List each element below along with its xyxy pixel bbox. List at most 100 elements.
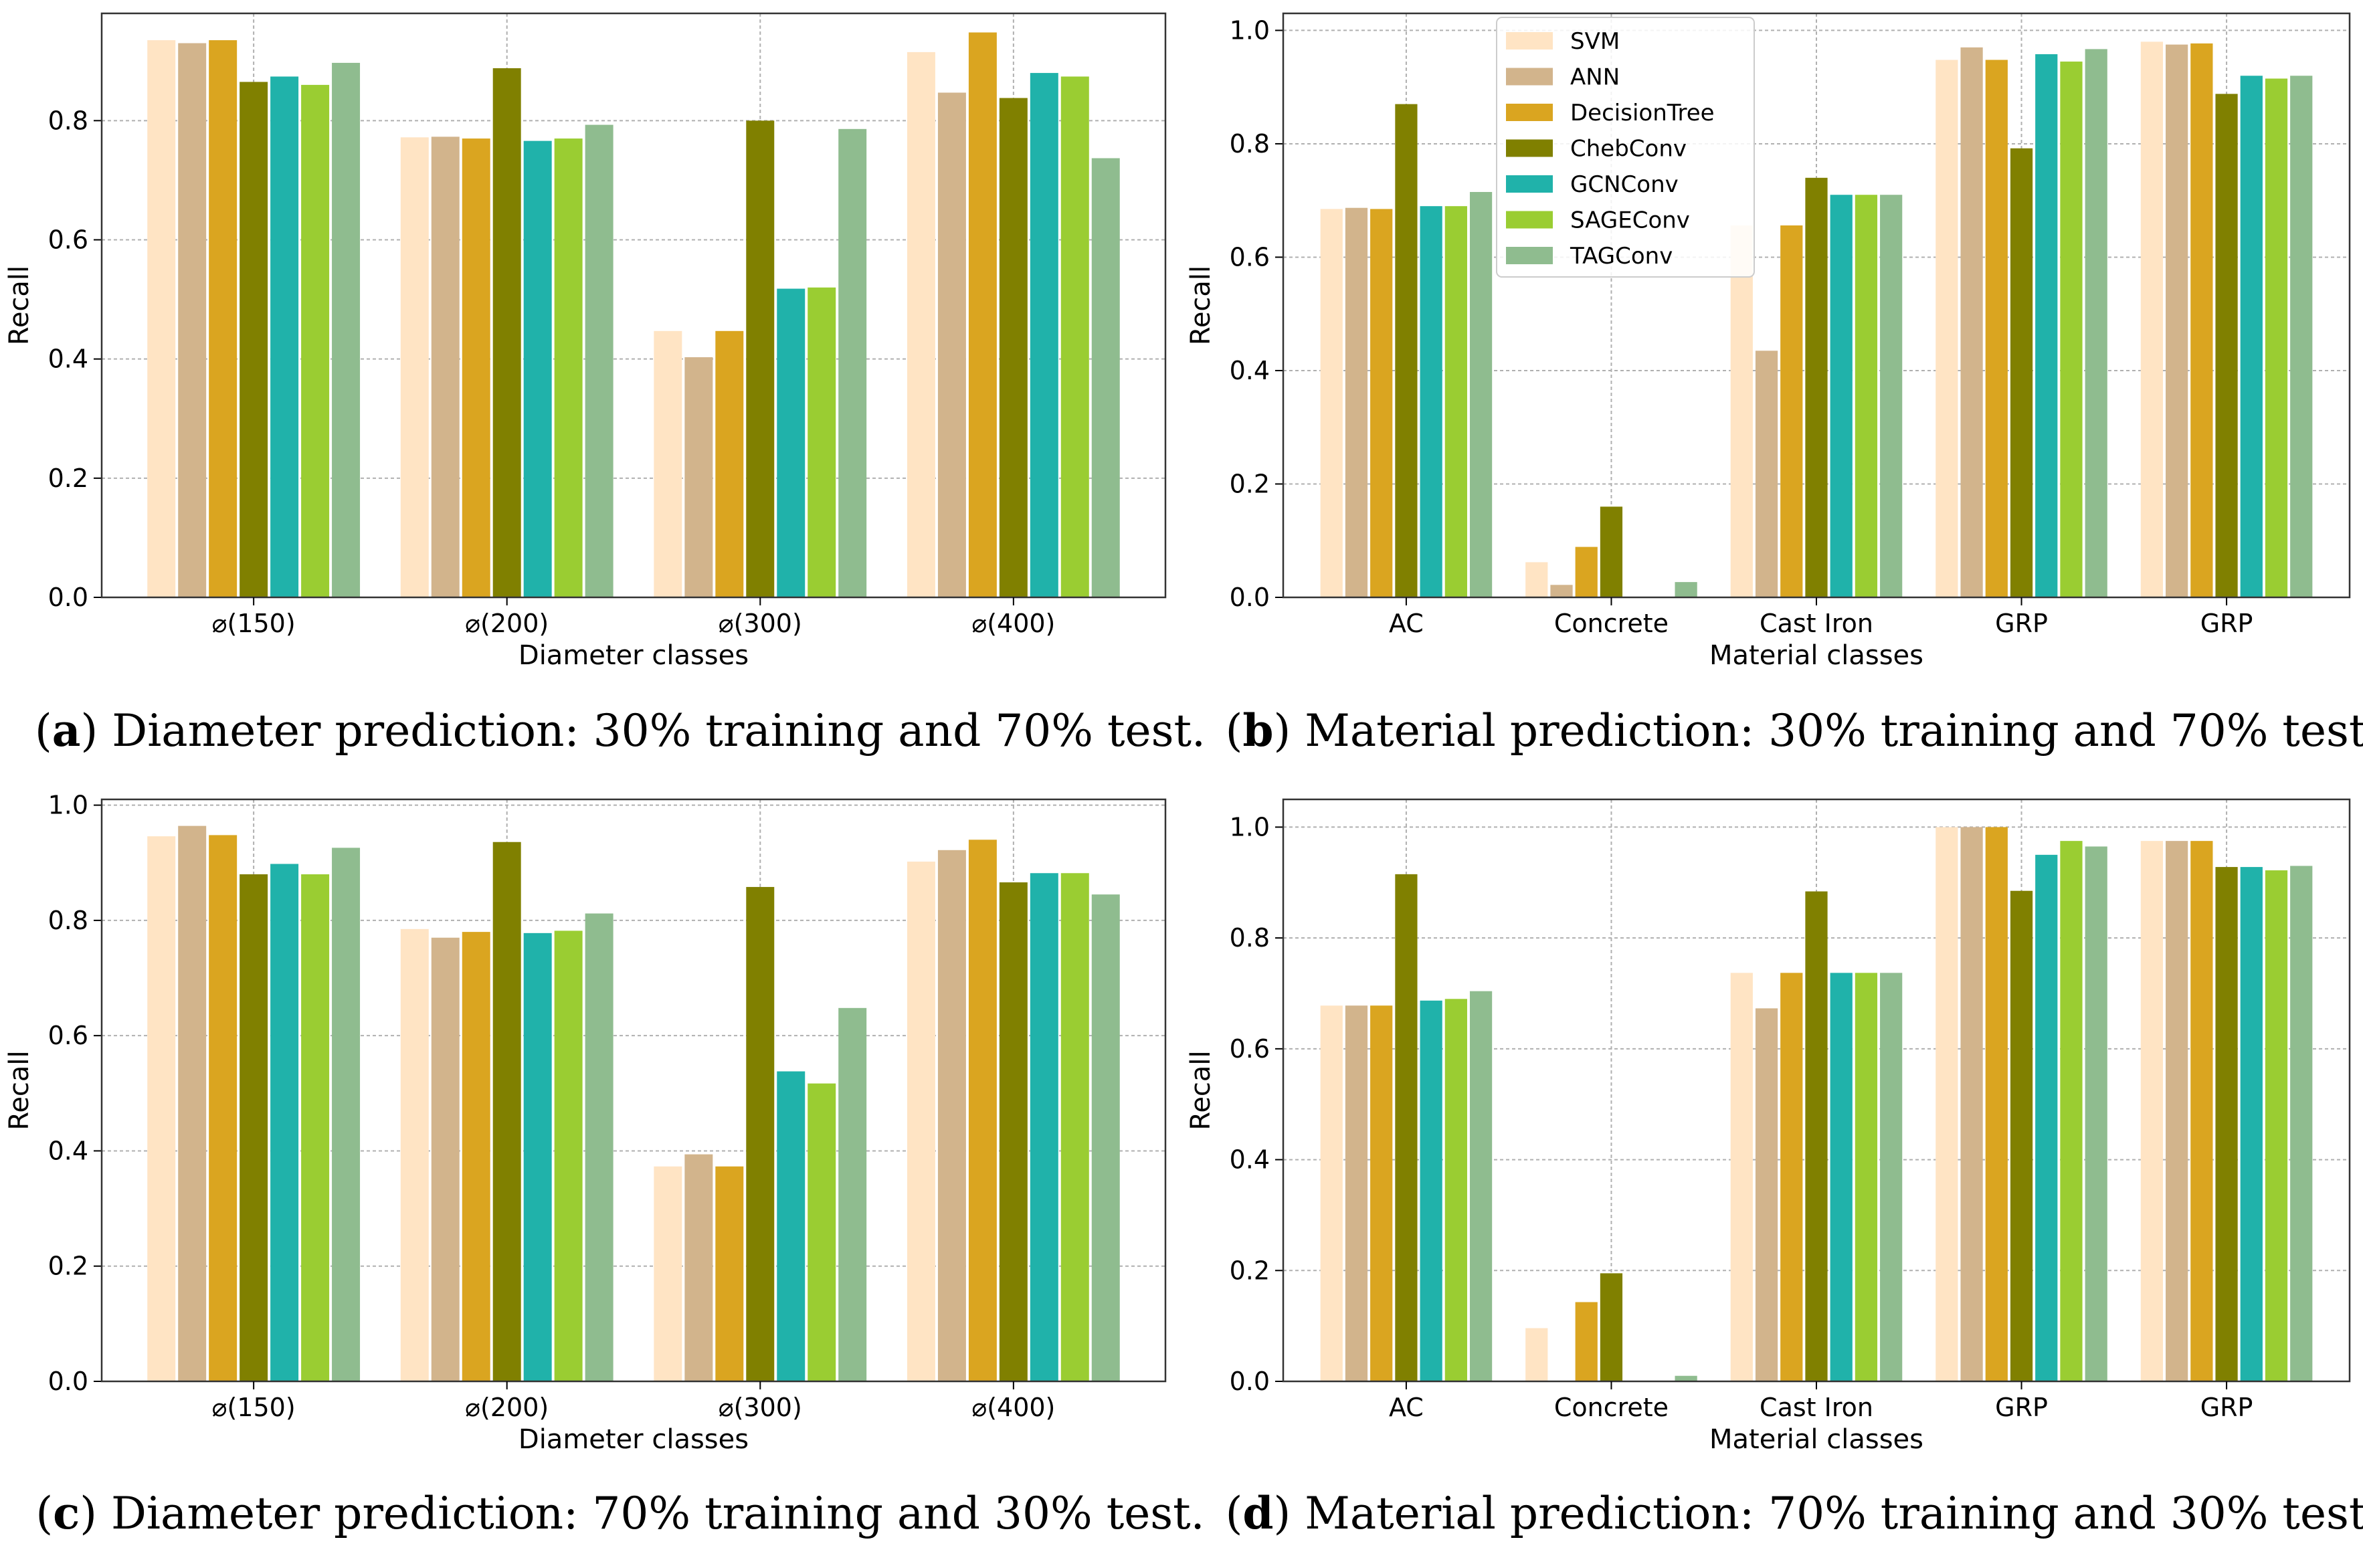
legend-swatch-SAGEConv bbox=[1506, 211, 1553, 229]
x-tick-label: ⌀(300) bbox=[719, 609, 802, 638]
bar-SVM-2 bbox=[654, 1166, 682, 1381]
x-tick-label: GRP bbox=[1995, 1393, 2048, 1422]
bar-SAGEConv-2 bbox=[1855, 973, 1878, 1381]
bar-DecisionTree-0 bbox=[209, 40, 238, 598]
bar-DecisionTree-2 bbox=[1780, 225, 1803, 598]
caption-letter: b bbox=[1242, 704, 1273, 757]
bar-TAGConv-3 bbox=[2085, 846, 2107, 1381]
y-tick-label: 0.4 bbox=[48, 1136, 88, 1165]
bar-GCNConv-1 bbox=[523, 140, 552, 597]
bar-SAGEConv-2 bbox=[808, 287, 836, 597]
x-tick-label: Cast Iron bbox=[1760, 1393, 1873, 1422]
x-tick-label: Cast Iron bbox=[1760, 609, 1873, 638]
bar-SAGEConv-3 bbox=[1060, 76, 1089, 598]
bar-DecisionTree-1 bbox=[462, 932, 490, 1381]
caption-letter: d bbox=[1242, 1487, 1273, 1539]
y-tick-label: 0.2 bbox=[48, 1252, 88, 1281]
x-tick-label: ⌀(300) bbox=[719, 1393, 802, 1422]
bar-TAGConv-0 bbox=[332, 62, 361, 598]
bar-ANN-0 bbox=[178, 825, 207, 1381]
bar-TAGConv-0 bbox=[1469, 191, 1493, 597]
legend-swatch-ANN bbox=[1506, 68, 1553, 86]
caption-text: Material prediction: 70% training and 30… bbox=[1305, 1488, 2363, 1539]
bar-ChebConv-1 bbox=[492, 68, 521, 598]
y-tick-label: 0.8 bbox=[1230, 129, 1270, 159]
y-tick-label: 0.4 bbox=[1230, 1145, 1270, 1175]
bar-SAGEConv-0 bbox=[1444, 999, 1467, 1381]
y-tick-label: 0.0 bbox=[48, 583, 88, 612]
bar-SVM-4 bbox=[2140, 41, 2164, 597]
y-tick-label: 0.4 bbox=[48, 345, 88, 374]
bar-DecisionTree-2 bbox=[1780, 973, 1803, 1381]
bar-SAGEConv-0 bbox=[301, 84, 330, 598]
bar-DecisionTree-3 bbox=[1985, 60, 2008, 597]
y-tick-label: 0.6 bbox=[48, 1021, 88, 1050]
bar-SAGEConv-4 bbox=[2265, 78, 2288, 597]
bar-DecisionTree-2 bbox=[715, 1166, 744, 1381]
legend-label-SAGEConv: SAGEConv bbox=[1570, 207, 1690, 234]
bar-SVM-3 bbox=[907, 862, 935, 1381]
bar-ChebConv-1 bbox=[1600, 1273, 1623, 1381]
bar-SAGEConv-3 bbox=[2060, 62, 2083, 597]
bar-SAGEConv-2 bbox=[808, 1083, 836, 1381]
legend-swatch-GCNConv bbox=[1506, 175, 1553, 193]
bar-SVM-1 bbox=[1525, 1328, 1548, 1381]
bar-SAGEConv-1 bbox=[554, 930, 583, 1381]
bar-TAGConv-3 bbox=[2085, 49, 2107, 597]
bar-ANN-0 bbox=[1345, 207, 1368, 597]
x-tick-label: ⌀(400) bbox=[971, 1393, 1055, 1422]
y-tick-label: 0.2 bbox=[1230, 1256, 1270, 1285]
legend-label-SVM: SVM bbox=[1570, 28, 1620, 55]
bar-SAGEConv-3 bbox=[1060, 873, 1089, 1381]
bar-SVM-1 bbox=[400, 137, 429, 597]
x-tick-label: GRP bbox=[2200, 609, 2253, 638]
bar-GCNConv-0 bbox=[270, 864, 299, 1381]
bar-SVM-1 bbox=[400, 928, 429, 1381]
bar-GCNConv-0 bbox=[270, 76, 299, 598]
bar-TAGConv-4 bbox=[2290, 76, 2313, 597]
bar-SVM-0 bbox=[1320, 209, 1343, 598]
bar-TAGConv-1 bbox=[585, 913, 613, 1381]
bar-SAGEConv-3 bbox=[2060, 841, 2083, 1381]
x-tick-label: ⌀(150) bbox=[212, 1393, 296, 1422]
bar-SAGEConv-1 bbox=[554, 138, 583, 598]
bar-GCNConv-3 bbox=[2035, 54, 2058, 597]
bar-DecisionTree-0 bbox=[1370, 1005, 1393, 1381]
y-tick-label: 0.2 bbox=[1230, 469, 1270, 498]
bar-GCNConv-3 bbox=[1030, 873, 1058, 1381]
chart-panel-a: 0.0 0.2 0.4 0.6 0.8 ⌀(150) ⌀(200) ⌀(300) ⌀(400) D… bbox=[4, 12, 1206, 757]
bar-SVM-3 bbox=[907, 52, 935, 597]
bar-ChebConv-1 bbox=[492, 842, 521, 1381]
legend-label-GCNConv: GCNConv bbox=[1570, 171, 1679, 198]
bar-GCNConv-0 bbox=[1420, 1000, 1442, 1381]
bar-SAGEConv-4 bbox=[2265, 870, 2288, 1381]
bar-ANN-2 bbox=[1755, 1008, 1778, 1381]
caption-letter: c bbox=[53, 1487, 80, 1539]
legend: SVM ANN DecisionTree ChebConv GCNConv SAGECon… bbox=[1496, 17, 1755, 278]
bar-DecisionTree-0 bbox=[209, 835, 238, 1381]
y-tick-label: 0.8 bbox=[48, 906, 88, 935]
bar-ChebConv-2 bbox=[746, 120, 775, 598]
bar-ANN-0 bbox=[178, 43, 207, 597]
bar-TAGConv-4 bbox=[2290, 866, 2313, 1381]
y-tick-label: 0.0 bbox=[1230, 1367, 1270, 1396]
x-tick-label: GRP bbox=[1995, 609, 2048, 638]
bar-ChebConv-3 bbox=[2010, 890, 2033, 1381]
bar-ANN-3 bbox=[1960, 47, 1983, 597]
bar-TAGConv-3 bbox=[1091, 158, 1120, 597]
bar-GCNConv-0 bbox=[1420, 206, 1442, 597]
caption-text: Diameter prediction: 70% training and 30… bbox=[111, 1488, 1205, 1539]
bar-ANN-4 bbox=[2166, 841, 2188, 1381]
bar-GCNConv-3 bbox=[1030, 73, 1058, 597]
bar-ANN-3 bbox=[937, 850, 966, 1381]
bar-ANN-0 bbox=[1345, 1005, 1368, 1381]
bar-ChebConv-0 bbox=[240, 874, 268, 1381]
bar-SVM-1 bbox=[1525, 562, 1548, 597]
y-tick-label: 0.8 bbox=[48, 106, 88, 135]
bar-SVM-3 bbox=[1935, 60, 1958, 597]
x-axis-label: Diameter classes bbox=[518, 1424, 749, 1455]
bar-GCNConv-4 bbox=[2240, 76, 2263, 597]
y-tick-label: 1.0 bbox=[1230, 812, 1270, 842]
bar-ANN-1 bbox=[1550, 585, 1573, 597]
